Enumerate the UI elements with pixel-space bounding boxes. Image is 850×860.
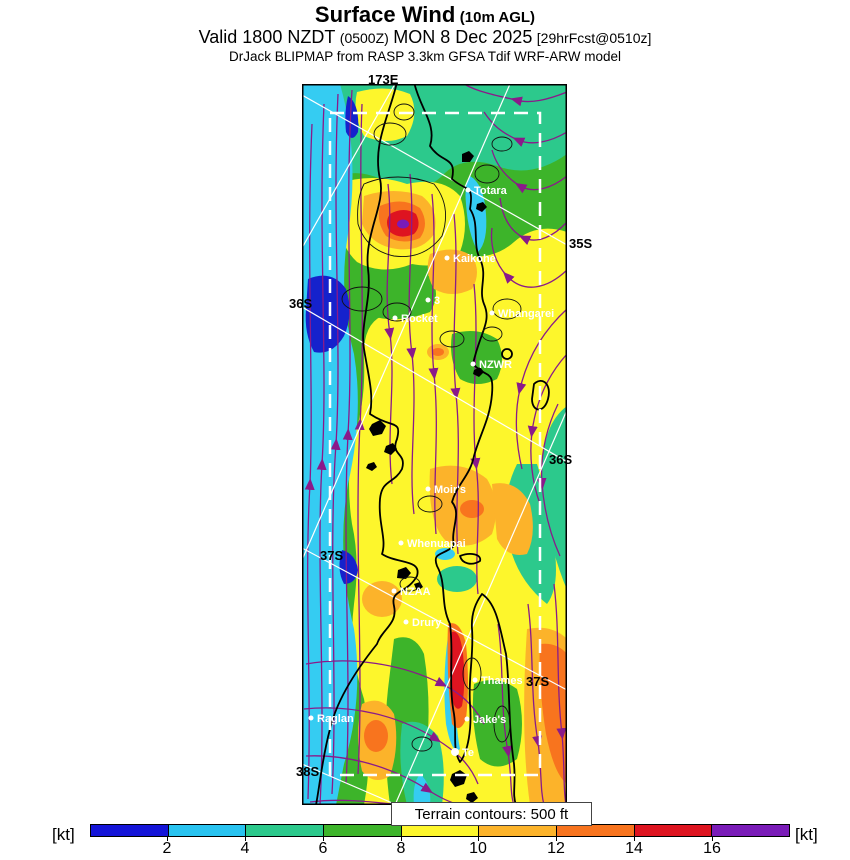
forecast-note: [29hrFcst@0510z] [536,30,652,47]
lat-label-38s-left: 38S [296,764,320,779]
lat-label-36s-left: 36S [289,296,313,311]
place-label: Jake's [473,714,506,726]
colorbar-tick-label: 14 [625,840,643,857]
place-label: Whangarei [498,308,554,320]
colorbar-segment [167,825,246,836]
lat-label-37s-right: 37S [526,674,550,689]
map-title: Surface Wind (10m AGL) [0,2,850,27]
place-label: 3 [434,295,440,307]
terrain-contours-note: Terrain contours: 500 ft [391,802,592,826]
lat-label-36s-right: 36S [549,452,573,467]
place-label: Drury [412,617,442,629]
colorbar-segment [633,825,712,836]
colorbar-tick-label: 12 [547,840,565,857]
valid-line: Valid 1800 NZDT (0500Z) MON 8 Dec 2025 [… [0,27,850,48]
title-text: Surface Wind [314,2,456,27]
wind-streamlines [303,84,567,805]
header: Surface Wind (10m AGL) Valid 1800 NZDT (… [0,2,850,64]
place-label: NZAA [400,586,431,598]
wind-map: Totara Kaikohe 3 Rocket Whangarei NZWR M… [302,84,567,805]
colorbar-segment [91,825,168,836]
place-label: Whenuapai [407,538,466,550]
colorbar-tick-label: 4 [240,840,250,857]
meridian-label-173e: 173E [368,72,399,87]
colorbar-segment [400,825,479,836]
colorbar-tick-mark [478,837,479,841]
lat-label-35s-right: 35S [569,236,593,251]
colorbar-segment [478,825,557,836]
colorbar-tick-label: 8 [396,840,406,857]
place-label: Raglan [317,713,354,725]
colorbar-tick-label: 6 [318,840,328,857]
place-label: Te [462,747,474,759]
map-layers: Totara Kaikohe 3 Rocket Whangarei NZWR M… [302,84,567,805]
wind-map-svg: Totara Kaikohe 3 Rocket Whangarei NZWR M… [302,84,567,805]
valid-zulu: (0500Z) [339,30,389,47]
colorbar-tick-mark [401,837,402,841]
place-label: Thames [481,675,523,687]
coastal-islets [366,151,487,803]
colorbar-tick-mark [712,837,713,841]
colorbar-segment [245,825,324,836]
valid-time: Valid 1800 NZDT [198,27,336,48]
colorbar-tick-mark [167,837,168,841]
wind-speed-fill-layer [302,84,567,805]
colorbar-tick-label: 16 [703,840,721,857]
colorbar-tick-mark [556,837,557,841]
coastline [315,84,550,805]
place-label: Rocket [401,313,438,325]
colorbar-tick-label: 2 [162,840,172,857]
lat-label-37s-left: 37S [320,548,344,563]
model-line: DrJack BLIPMAP from RASP 3.3km GFSA Tdif… [228,48,622,64]
colorbar-tick-mark [323,837,324,841]
colorbar-tick-mark [634,837,635,841]
colorbar-segment [711,825,790,836]
colorbar-tick-mark [245,837,246,841]
graticule-lines [302,84,567,805]
place-labels: Totara Kaikohe 3 Rocket Whangarei NZWR M… [308,185,554,759]
model-domain-outline [328,111,542,777]
colorbar-tick-label: 10 [469,840,487,857]
place-label: Moir's [434,484,466,496]
valid-date: MON 8 Dec 2025 [393,27,533,48]
title-note: (10m AGL) [459,9,536,26]
colorbar-segment [323,825,401,836]
colorbar-unit-right: [kt] [795,825,818,844]
place-label: Totara [474,185,508,197]
colorbar-segment [556,825,634,836]
place-label: NZWR [479,359,512,371]
colorbar-unit-left: [kt] [52,825,75,844]
place-label: Kaikohe [453,253,496,265]
terrain-contours [341,103,522,752]
